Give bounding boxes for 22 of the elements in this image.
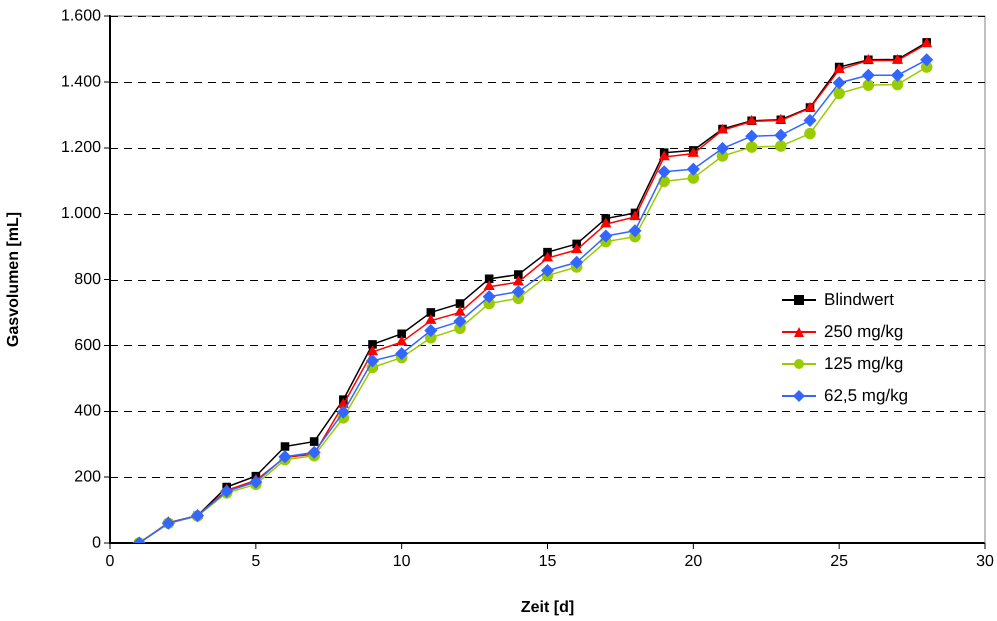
legend-label: 125 mg/kg xyxy=(824,354,904,374)
y-tick-label: 1.400 xyxy=(60,73,102,90)
y-tick-label: 0 xyxy=(92,534,102,552)
y-tick-label: 200 xyxy=(74,468,102,486)
x-axis-title: Zeit [d] xyxy=(520,598,574,616)
legend-label: 62,5 mg/kg xyxy=(824,386,908,406)
y-tick-label: 1.200 xyxy=(60,139,102,156)
x-tick-label: 10 xyxy=(392,553,411,570)
x-tick-label: 20 xyxy=(684,553,702,570)
x-tick-label: 0 xyxy=(106,553,115,570)
x-tick-label: 25 xyxy=(830,553,848,570)
legend-label: 250 mg/kg xyxy=(824,322,904,342)
y-axis-title: Gasvolumen [mL] xyxy=(5,212,22,348)
y-tick-label: 1.600 xyxy=(60,7,102,24)
y-tick-label: 600 xyxy=(74,336,102,354)
y-tick-label: 1.000 xyxy=(60,205,102,222)
legend-label: Blindwert xyxy=(824,290,894,310)
x-tick-label: 5 xyxy=(251,553,260,570)
y-tick-label: 400 xyxy=(74,402,102,420)
y-tick-label: 800 xyxy=(74,270,102,288)
x-tick-label: 30 xyxy=(976,553,994,570)
x-tick-label: 15 xyxy=(538,553,556,570)
